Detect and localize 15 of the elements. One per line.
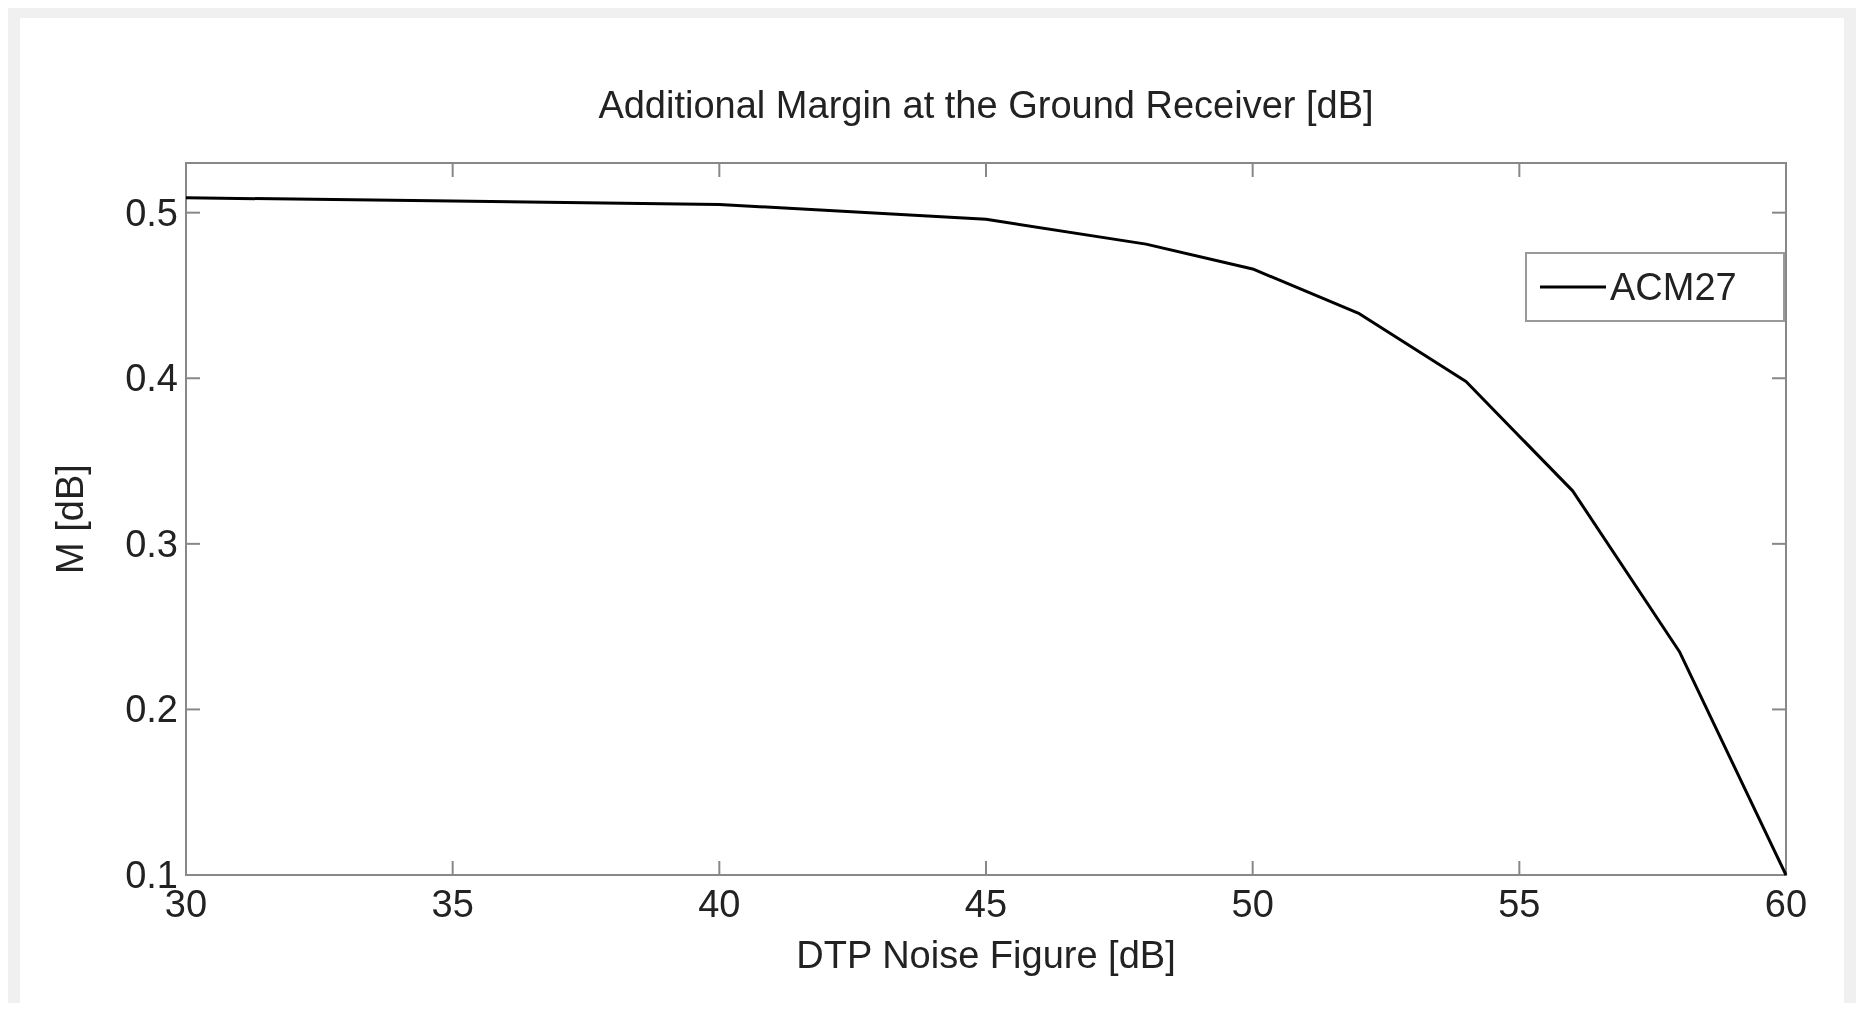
x-axis-title: DTP Noise Figure [dB] <box>796 934 1176 976</box>
x-tick-label: 45 <box>964 883 1008 925</box>
x-tick-label: 50 <box>1231 883 1274 925</box>
y-axis-title: M [dB] <box>49 464 91 574</box>
legend-label: ACM27 <box>1610 266 1737 308</box>
x-tick-label: 55 <box>1498 883 1541 925</box>
x-tick-label: 60 <box>1764 883 1808 925</box>
y-tick-label: 0.3 <box>125 522 178 565</box>
y-tick-label: 0.4 <box>125 357 178 400</box>
line-series <box>184 196 1788 877</box>
y-tick-label: 0.2 <box>125 688 178 731</box>
y-tick-label: 0.5 <box>125 191 178 234</box>
chart-title: Additional Margin at the Ground Receiver [dB] <box>598 84 1374 126</box>
x-tick-label: 40 <box>698 883 741 925</box>
x-tick-label: 35 <box>431 883 474 925</box>
